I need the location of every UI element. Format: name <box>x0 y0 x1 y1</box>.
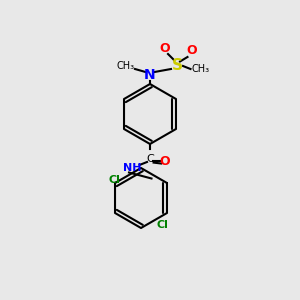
Text: N: N <box>144 68 156 82</box>
Text: O: O <box>187 44 197 58</box>
Text: CH₃: CH₃ <box>117 61 135 71</box>
Text: C: C <box>146 154 154 164</box>
Text: S: S <box>172 58 182 74</box>
Text: NH: NH <box>123 163 141 173</box>
Text: Cl: Cl <box>108 175 120 185</box>
Text: Cl: Cl <box>156 220 168 230</box>
Text: O: O <box>160 155 170 169</box>
Text: O: O <box>160 41 170 55</box>
Text: CH₃: CH₃ <box>192 64 210 74</box>
